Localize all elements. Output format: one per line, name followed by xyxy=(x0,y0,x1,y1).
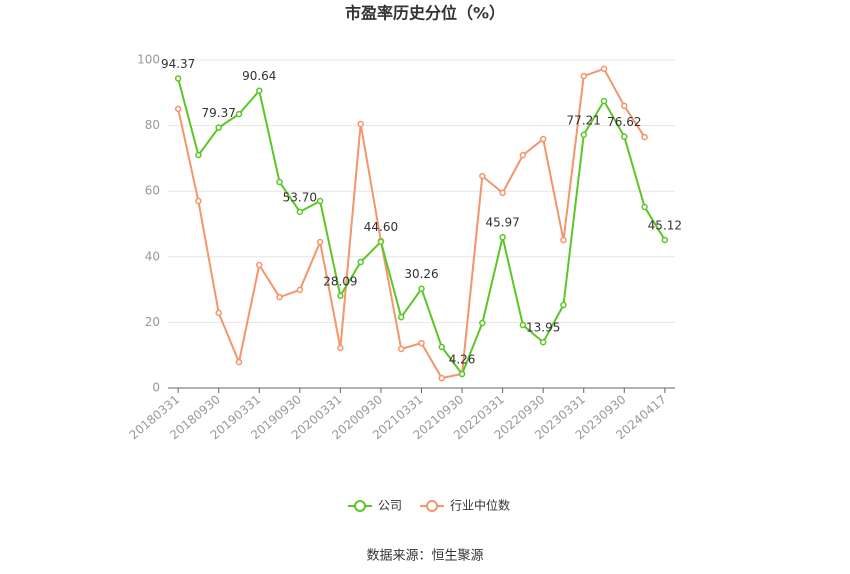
data-label: 4.26 xyxy=(449,353,476,367)
point xyxy=(256,261,263,269)
data-label: 13.95 xyxy=(526,321,560,335)
point xyxy=(580,131,587,139)
data-label: 77.21 xyxy=(567,113,601,127)
point xyxy=(438,374,446,382)
legend-marker xyxy=(354,500,366,512)
point xyxy=(397,345,405,353)
point xyxy=(256,87,263,94)
y-tick-label: 0 xyxy=(152,381,160,395)
y-tick-label: 40 xyxy=(145,249,160,263)
point xyxy=(235,110,243,118)
legend-item: 公司 xyxy=(348,499,402,513)
point xyxy=(519,321,527,329)
data-label: 94.37 xyxy=(161,57,195,71)
point xyxy=(458,370,466,378)
point xyxy=(215,309,222,317)
point xyxy=(519,151,527,159)
point xyxy=(337,344,344,352)
point xyxy=(418,339,425,347)
data-label: 44.60 xyxy=(364,220,398,234)
point xyxy=(195,151,202,159)
point xyxy=(539,338,547,346)
data-label: 45.12 xyxy=(648,219,682,233)
point xyxy=(276,293,283,301)
point xyxy=(600,65,608,73)
point xyxy=(276,178,283,186)
point xyxy=(621,102,628,110)
data-label: 30.26 xyxy=(404,267,438,281)
point xyxy=(438,343,446,351)
data-label: 76.62 xyxy=(607,115,641,129)
source: 数据来源：恒生聚源 xyxy=(366,549,483,564)
point xyxy=(560,236,567,244)
point xyxy=(539,135,547,143)
point xyxy=(418,285,425,292)
point xyxy=(357,258,364,266)
data-label: 79.37 xyxy=(202,106,236,120)
series-line xyxy=(177,67,646,380)
point xyxy=(174,75,182,82)
point xyxy=(499,233,506,241)
data-label: 90.64 xyxy=(242,69,276,83)
legend-item: 行业中位数 xyxy=(420,498,510,513)
y-tick-label: 60 xyxy=(145,184,160,198)
point xyxy=(479,319,486,327)
data-label: 28.09 xyxy=(323,274,357,288)
point xyxy=(377,238,385,245)
point xyxy=(235,358,243,366)
point xyxy=(316,197,324,205)
point xyxy=(661,236,669,244)
data-label: 45.97 xyxy=(485,216,519,230)
point xyxy=(479,172,486,180)
legend-marker xyxy=(426,500,439,512)
point xyxy=(621,133,628,140)
chart-title: 市盈率历史分位（%） xyxy=(345,4,505,23)
point xyxy=(641,203,648,211)
point xyxy=(316,238,324,246)
y-tick-label: 80 xyxy=(145,118,160,132)
point xyxy=(337,292,344,300)
point xyxy=(174,105,182,113)
point xyxy=(397,313,405,321)
legend-label: 公司 xyxy=(378,499,402,513)
point xyxy=(296,286,304,294)
point xyxy=(499,189,506,197)
point xyxy=(215,124,222,131)
point xyxy=(195,197,202,205)
data-label: 53.70 xyxy=(283,190,317,204)
y-tick-label: 20 xyxy=(145,315,160,329)
point xyxy=(560,301,567,309)
point xyxy=(296,208,304,216)
point xyxy=(357,120,364,128)
y-tick-label: 100 xyxy=(137,53,160,67)
legend-label: 行业中位数 xyxy=(450,498,510,513)
point xyxy=(580,72,587,80)
point xyxy=(641,133,648,141)
point xyxy=(600,97,608,105)
